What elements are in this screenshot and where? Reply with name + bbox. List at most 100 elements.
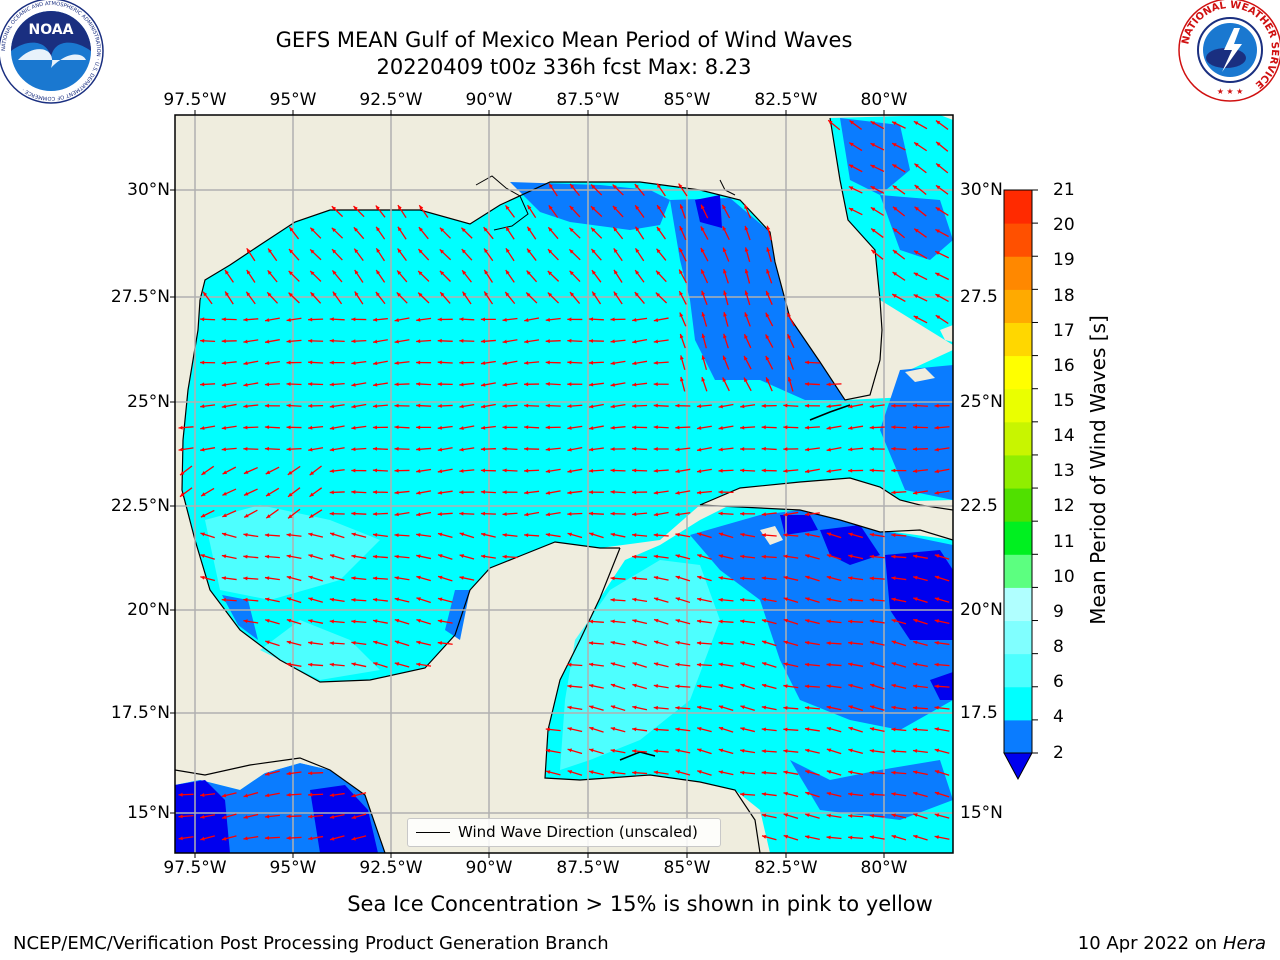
wave-direction-arrow — [826, 748, 842, 755]
wave-direction-arrow — [437, 575, 453, 582]
wave-direction-arrow — [891, 446, 907, 451]
wave-direction-arrow — [826, 791, 842, 798]
x-tick-top-92-5w: 92.5°W — [359, 90, 423, 110]
wave-direction-arrow — [696, 705, 712, 711]
wave-direction-arrow — [265, 640, 280, 647]
wave-direction-arrow — [417, 270, 430, 282]
wave-direction-arrow — [200, 814, 216, 819]
wave-direction-arrow — [243, 360, 259, 366]
wave-direction-arrow — [804, 619, 820, 625]
noaa-logo-icon: NATIONAL OCEANIC AND ATMOSPHERIC ADMINIS… — [0, 0, 104, 104]
wave-direction-arrow — [870, 249, 884, 260]
wave-direction-arrow — [437, 619, 453, 624]
wave-direction-arrow — [740, 532, 756, 538]
wave-direction-arrow — [308, 814, 324, 819]
wave-direction-arrow — [697, 532, 712, 539]
wave-direction-arrow — [396, 270, 408, 283]
wave-direction-arrow — [351, 403, 367, 409]
wave-direction-arrow — [394, 339, 410, 344]
wave-direction-arrow — [502, 339, 518, 344]
colorbar-tick-4: 4 — [1053, 707, 1064, 727]
wave-direction-arrow — [696, 446, 712, 452]
wave-direction-arrow — [178, 814, 194, 819]
wave-direction-arrow — [913, 250, 928, 259]
wave-direction-arrow — [891, 792, 907, 797]
wave-direction-arrow — [934, 468, 950, 474]
wave-direction-arrow — [372, 512, 388, 516]
wave-direction-arrow — [200, 575, 216, 582]
wave-direction-arrow — [613, 248, 623, 262]
wave-direction-arrow — [783, 705, 799, 710]
wave-direction-arrow — [178, 447, 194, 452]
wave-direction-arrow — [200, 793, 216, 797]
wave-direction-arrow — [329, 382, 345, 387]
wave-direction-arrow — [525, 292, 538, 304]
wave-direction-arrow — [286, 618, 302, 625]
wave-direction-arrow — [766, 268, 773, 284]
wave-direction-arrow — [761, 446, 777, 451]
wave-direction-arrow — [308, 835, 324, 841]
wave-direction-arrow — [524, 425, 540, 430]
wave-direction-arrow — [545, 360, 561, 365]
wave-direction-arrow — [934, 554, 950, 560]
wave-direction-arrow — [848, 576, 864, 581]
wave-direction-arrow — [632, 640, 647, 647]
wave-direction-arrow — [912, 791, 928, 798]
wave-direction-arrow — [416, 618, 431, 625]
wave-direction-arrow — [567, 532, 583, 539]
wave-direction-arrow — [308, 425, 324, 430]
wave-direction-arrow — [743, 333, 752, 349]
wave-direction-arrow — [372, 317, 388, 322]
wave-direction-arrow — [848, 532, 863, 539]
x-tick-bottom-97-5w: 97.5°W — [163, 858, 227, 878]
colorbar-tick-19: 19 — [1053, 250, 1075, 270]
y-tick-right-25n: 25°N — [960, 392, 1003, 412]
wave-direction-arrow — [761, 640, 777, 647]
wave-direction-arrow — [459, 382, 475, 387]
wave-direction-arrow — [351, 619, 367, 624]
wave-direction-arrow — [288, 270, 300, 282]
wave-direction-arrow — [524, 511, 540, 517]
wave-direction-arrow — [437, 554, 453, 560]
wave-direction-arrow — [329, 338, 345, 343]
wave-direction-arrow — [416, 511, 432, 517]
wave-direction-arrow — [329, 597, 345, 602]
wave-direction-arrow — [765, 312, 774, 327]
wave-direction-arrow — [351, 532, 367, 538]
wave-direction-arrow — [761, 749, 777, 754]
wave-direction-arrow — [394, 446, 410, 451]
wave-direction-arrow — [653, 403, 669, 408]
wave-direction-arrow — [678, 247, 687, 262]
footer-branch: NCEP/EMC/Verification Post Processing Pr… — [13, 933, 609, 954]
wave-direction-arrow — [610, 748, 626, 754]
wave-direction-arrow — [264, 533, 280, 538]
y-tick-left-17-5n: 17.5°N — [110, 703, 170, 723]
colorbar-tick-16: 16 — [1053, 356, 1075, 376]
wave-direction-arrow — [351, 511, 367, 516]
wave-direction-arrow — [912, 425, 928, 430]
wave-direction-arrow — [417, 248, 430, 261]
wave-direction-arrow — [740, 640, 756, 646]
wave-direction-arrow — [632, 619, 648, 625]
wave-direction-arrow — [655, 292, 668, 304]
wave-direction-arrow — [526, 270, 538, 283]
wave-direction-arrow — [934, 791, 950, 798]
wave-direction-arrow — [913, 315, 928, 324]
wave-direction-arrow — [308, 447, 324, 452]
wave-direction-arrow — [288, 226, 300, 240]
wave-direction-arrow — [353, 226, 365, 240]
wave-direction-arrow — [653, 705, 669, 710]
wave-direction-arrow — [331, 227, 344, 239]
wave-direction-arrow — [243, 791, 259, 798]
wave-direction-arrow — [848, 835, 864, 840]
wave-direction-arrow — [848, 683, 864, 690]
wave-direction-arrow — [913, 813, 928, 820]
nws-logo-icon: NATIONAL WEATHER SERVICE ★ ★ ★ — [1178, 0, 1280, 102]
legend-line-sample — [416, 832, 450, 833]
wave-direction-arrow — [569, 270, 581, 283]
wave-direction-arrow — [329, 469, 345, 473]
wave-direction-arrow — [718, 726, 734, 733]
colorbar-segment — [1004, 719, 1032, 754]
dark-blue-cayman — [820, 525, 880, 565]
wave-direction-arrow — [869, 662, 885, 668]
